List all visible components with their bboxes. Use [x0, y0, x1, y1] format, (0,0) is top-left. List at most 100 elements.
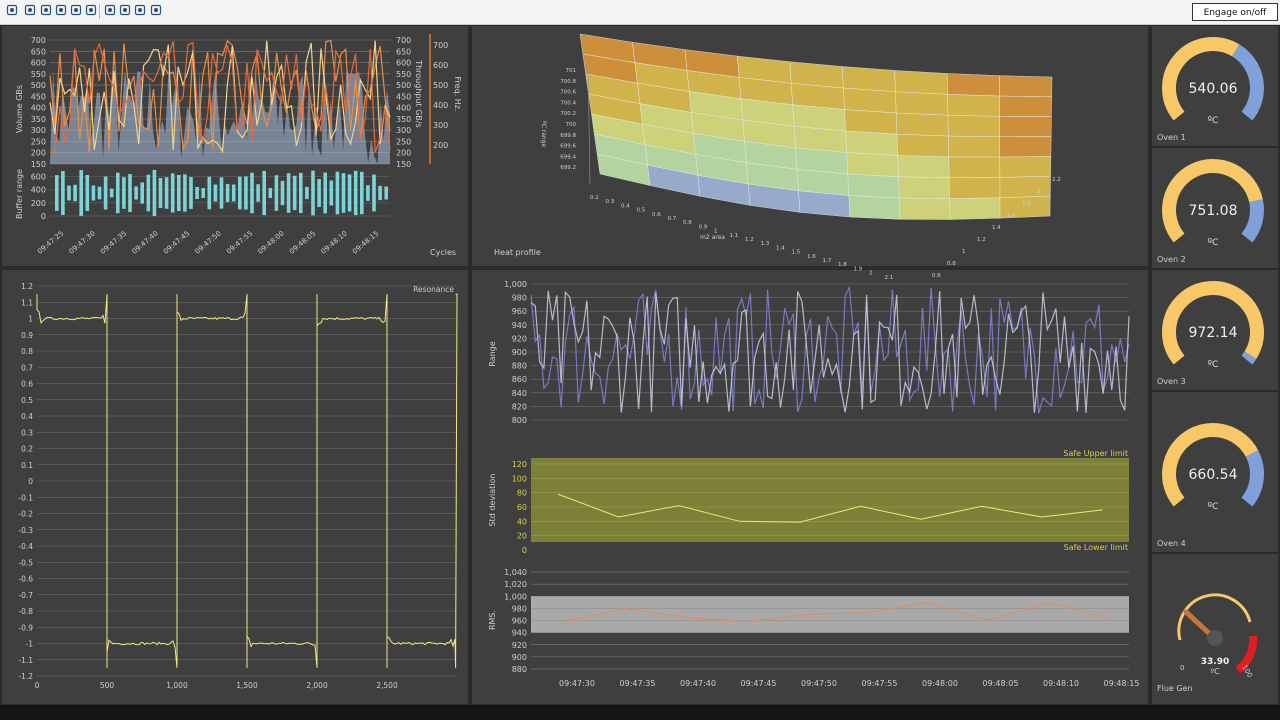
buffer-bar	[170, 173, 175, 213]
x-tick-label: 1.7	[823, 258, 832, 264]
surface-cell	[895, 91, 949, 116]
x-tick-label: 0.2	[590, 195, 599, 201]
x-tick-label: 09:47:40	[680, 679, 716, 688]
buffer-tick-label: 600	[31, 173, 46, 182]
pointer-icon[interactable]	[6, 4, 20, 18]
buffer-bar	[183, 174, 187, 212]
volume-area	[50, 62, 390, 164]
gauge-name: Oven 1	[1157, 133, 1186, 142]
copy-icon[interactable]	[134, 4, 148, 18]
y-tick-label: -0.2	[18, 510, 33, 519]
y-tick-label: 200	[31, 149, 46, 158]
buffer-bar	[231, 184, 236, 202]
zoom-icon[interactable]	[55, 4, 69, 18]
x-tick-label: 1.2	[745, 237, 754, 243]
minus-icon[interactable]	[119, 4, 133, 18]
export-icon[interactable]	[150, 4, 164, 18]
buffer-bar	[207, 176, 212, 210]
x-tick-label: 0	[35, 681, 40, 690]
gauge-value: 972.14	[1189, 325, 1238, 341]
y-tick-label: -0.7	[18, 591, 33, 600]
surface-cell	[841, 66, 896, 92]
gauge-oven-4: 660.54 ºC Oven 4	[1157, 423, 1264, 548]
buffer-bar	[317, 178, 321, 208]
buffer-bar	[158, 178, 163, 208]
flue-red-zone	[1235, 635, 1258, 674]
x-tick-label: 09:48:15	[1104, 679, 1140, 688]
y3-tick-label: 600	[433, 61, 448, 70]
y-tick-label: 0.1	[21, 461, 33, 470]
x-axis-label: m2 area	[700, 234, 725, 241]
range-series	[530, 290, 1130, 413]
x-axis-label: Cycles	[430, 248, 456, 257]
surface-cell	[999, 176, 1051, 199]
y2-axis-label: Throughput GB/s	[414, 59, 423, 128]
x-tick-label: 0.8	[683, 220, 692, 226]
buffer-bar	[347, 174, 352, 212]
x-tick-label: 1,500	[236, 681, 258, 690]
x-tick-label: 1,000	[166, 681, 188, 690]
y3-axis-label: Freq. Hz.	[453, 77, 462, 112]
buffer-bar	[311, 170, 315, 216]
buffer-bar	[238, 176, 242, 210]
y2-tick-label: 650	[396, 47, 411, 56]
y3-tick-label: 500	[433, 81, 448, 90]
y-tick-label: 880	[512, 362, 527, 371]
y-tick-label: 1.8	[1022, 201, 1031, 207]
y3-tick-label: 700	[433, 41, 448, 50]
settings-icon[interactable]	[104, 4, 118, 18]
move-icon[interactable]	[40, 4, 54, 18]
y2-tick-label: 350	[396, 115, 411, 124]
buffer-bar	[286, 173, 291, 213]
buffer-bar	[128, 173, 132, 213]
screenshot-icon[interactable]	[70, 4, 84, 18]
buffer-bar	[55, 175, 59, 211]
y3-tick-label: 400	[433, 101, 448, 110]
rms-band	[531, 596, 1129, 633]
y-tick-label: 550	[31, 70, 46, 79]
y-tick-label: 0.8	[21, 347, 33, 356]
y2-tick-label: 700	[396, 36, 411, 45]
gauge-unit: ºC	[1208, 502, 1219, 512]
y-tick-label: 1,000	[504, 280, 527, 289]
surface-cell	[897, 155, 950, 179]
y-tick-label: -1.1	[18, 656, 33, 665]
surface-cell	[999, 136, 1052, 158]
y-tick-label: 0.6	[21, 380, 33, 389]
y-tick-label: 2	[1037, 189, 1041, 195]
y-tick-label: 650	[31, 47, 46, 56]
buffer-bar	[341, 173, 346, 213]
y-tick-label: 0.5	[21, 396, 33, 405]
surface-cell	[898, 176, 950, 199]
x-tick-label: 1.9	[854, 266, 863, 272]
buffer-bar	[61, 171, 65, 215]
buffer-bar	[73, 184, 77, 202]
panel-resonance	[2, 270, 468, 704]
x-tick-label: 2	[869, 271, 873, 277]
rms-series	[564, 601, 1110, 623]
toolbar-separator	[99, 4, 100, 19]
gauge-value: 751.08	[1189, 203, 1238, 219]
buffer-bar	[268, 187, 273, 199]
surface-cell	[947, 114, 1000, 138]
surface-cell	[848, 195, 901, 220]
z-axis-label: ºC range	[540, 121, 547, 148]
gauge-name: Oven 4	[1157, 539, 1186, 548]
surface-cell	[948, 135, 1001, 158]
y2-tick-label: 400	[396, 104, 411, 113]
surface-cell	[999, 116, 1052, 137]
y-tick-label: 100	[512, 474, 527, 483]
buffer-bar	[360, 171, 364, 215]
surface-cell	[946, 73, 1000, 97]
y-tick-label: 0.7	[21, 363, 33, 372]
surface-cell	[894, 70, 948, 95]
x-tick-label: 09:48:05	[983, 679, 1019, 688]
surface-cell	[896, 133, 950, 158]
y2-tick-label: 450	[396, 92, 411, 101]
buffer-bar	[213, 184, 218, 202]
refresh-icon[interactable]	[24, 4, 38, 18]
engage-button[interactable]: Engage on/off	[1192, 3, 1278, 21]
grid-icon[interactable]	[85, 4, 99, 18]
y-tick-label: 940	[512, 321, 527, 330]
z-axis	[587, 63, 591, 185]
